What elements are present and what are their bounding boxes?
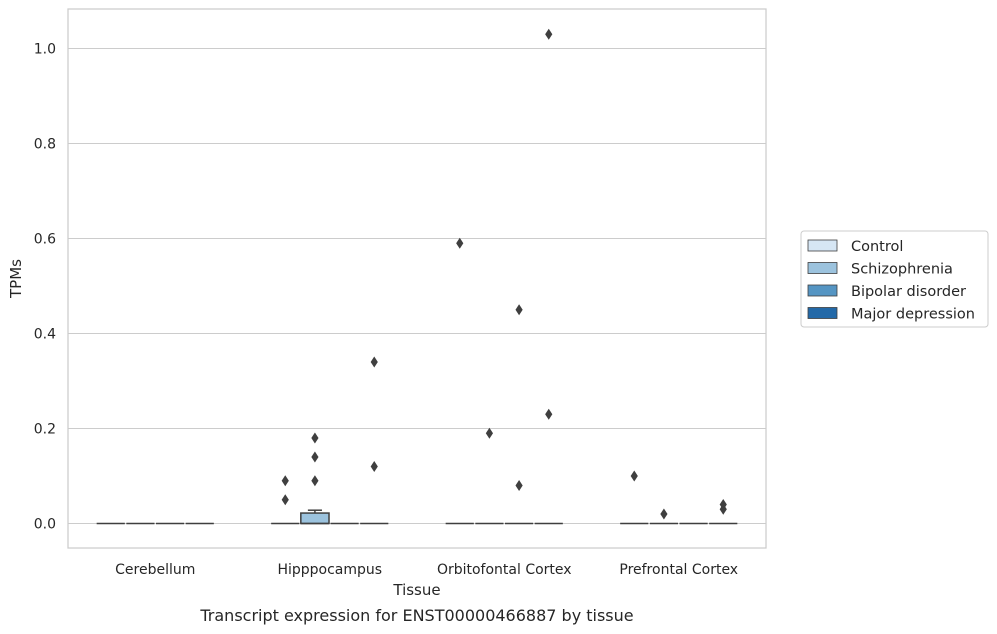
x-tick-label: Cerebellum [115,562,195,578]
outlier-point [370,461,378,472]
y-tick-label: 0.6 [34,232,56,248]
outlier-point [311,432,319,444]
grid-lines [68,47,766,525]
outlier-point [515,480,523,491]
y-tick-label: 0.8 [34,137,56,153]
outliers [281,28,727,520]
outlier-point [630,470,638,482]
x-tick-label: Prefrontal Cortex [619,562,738,578]
y-tick-label: 1.0 [34,42,56,58]
outlier-point [370,356,378,368]
legend-label: Control [851,239,903,255]
y-axis-ticks: 0.0 0.2 0.4 0.6 0.8 1.0 [34,42,56,533]
legend-label: Bipolar disorder [851,284,966,300]
outlier-point [456,237,464,249]
plot-frame [67,8,767,549]
outlier-point [485,427,494,439]
outlier-point [281,494,289,506]
y-tick-label: 0.4 [34,327,56,343]
legend-swatch [807,239,838,252]
legend-swatch [807,262,838,274]
x-axis-ticks: Cerebellum Hipppocampus Orbitofontal Corte… [115,562,738,578]
x-axis-label: Tissue [392,581,440,599]
legend: Control Schizophrenia Bipolar disorder Majo… [800,230,989,328]
outlier-point [545,408,553,420]
legend-frame [800,230,989,328]
legend-swatch [807,284,838,297]
y-tick-label: 0.2 [34,422,56,438]
chart-title: Transcript expression for ENST0000046688… [200,606,634,625]
y-tick-label: 0.0 [34,517,56,533]
outlier-point [311,451,319,463]
box [300,512,330,525]
y-axis-label: TPMs [7,259,25,299]
legend-swatch [807,307,838,319]
outlier-point [311,475,319,487]
x-tick-label: Orbitofontal Cortex [437,562,572,578]
x-tick-label: Hipppocampus [277,562,382,578]
boxes [96,509,738,525]
legend-label: Major depression [851,307,975,323]
outlier-point [281,475,289,487]
outlier-point [660,508,668,520]
outlier-point [545,28,553,40]
outlier-point [719,499,727,510]
legend-label: Schizophrenia [851,262,953,278]
outlier-point [515,304,523,316]
